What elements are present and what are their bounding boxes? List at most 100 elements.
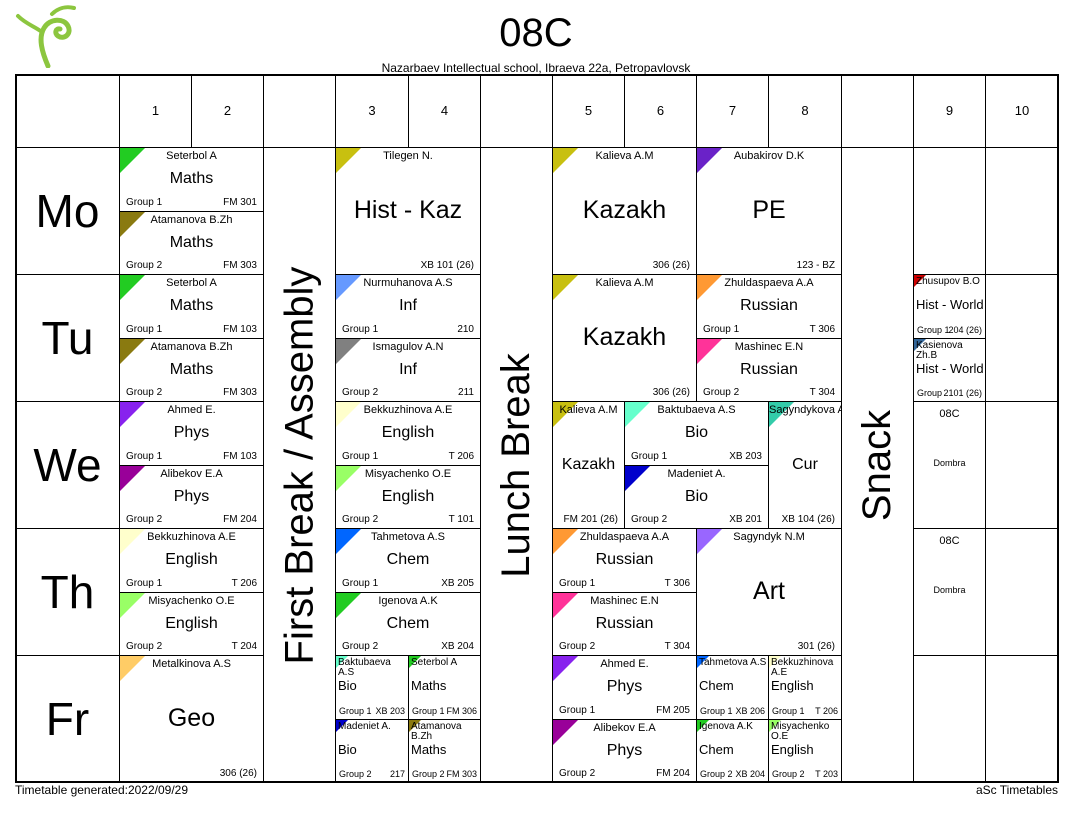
subject-name: English [165,614,218,632]
group-label: Group 2 [126,260,163,271]
room-label: T 204 [231,641,257,652]
group-label: Group 2 [703,387,740,398]
subject-name: Maths [169,297,214,314]
teacher-name: Kalieva A.M [595,150,654,162]
empty-slot [985,655,1059,783]
lesson-card: Bekkuzhinova A.E English Group 1 T 206 [119,528,264,593]
lesson-card: Bekkuzhinova A.E English Group 1 T 206 [335,401,481,466]
subject-name: Russian [740,297,798,314]
teacher-name: Metalkinova A.S [152,658,231,670]
teacher-name: Seterbol A [166,150,217,162]
lesson-card: 08C Dombra [913,528,986,656]
teacher-name: Mashinec E.N [734,341,804,353]
subject-name: Bio [338,742,357,757]
lesson-card: Ahmed E. Phys Group 1 FM 103 [119,401,264,466]
period-number: 5 [584,103,593,118]
group-label: Group 1 [126,451,163,462]
lesson-card: Tahmetova A.S Chem Group 1 XB 206 [696,655,769,720]
subject-name: Maths [411,678,447,693]
break-label: First Break / Assembly [277,266,321,664]
group-label: Group 1 [342,578,379,589]
group-label: Group 1 [342,324,379,335]
group-label: Group 2 [631,514,668,525]
room-label: 2101 (26) [943,388,982,398]
teacher-name: Sagyndykova A. [769,404,842,416]
subject-color-marker [553,593,578,618]
subject-name: Maths [169,170,214,187]
teacher-name: Alibekov E.A [160,468,223,480]
subject-color-marker [553,656,578,681]
empty-slot [985,274,1059,402]
teacher-name: Mashinec E.N [590,595,659,607]
subject-name: Geo [167,703,216,732]
room-label: FM 306 [446,706,477,716]
break-column: First Break / Assembly [263,147,336,783]
teacher-name: Zhuldaspaeva A.A [724,277,814,289]
teacher-name: Baktubaeva A.S [338,657,391,678]
room-label: FM 301 [223,197,257,208]
group-label: Group 2 [342,514,379,525]
room-label: FM 204 [223,514,257,525]
lesson-card: Misyachenko O.E English Group 2 T 203 [768,719,842,783]
subject-name: English [381,424,435,441]
day-label: Th [15,528,120,656]
subject-name: Chem [699,742,734,757]
teacher-name: Bekkuzhinova A.E [363,404,453,416]
teacher-name: Misyachenko O.E [148,595,235,607]
subject-color-marker [336,656,348,668]
break-header [480,74,553,148]
break-label: Lunch Break [494,352,538,578]
subject-color-marker [409,656,421,668]
teacher-name: Zhuldaspaeva A.A [579,531,670,543]
day-label: Fr [15,655,120,783]
lesson-card: Tilegen N. Hist - Kaz XB 101 (26) [335,147,481,275]
teacher-name: Misyachenko O.E [364,468,452,480]
subject-color-marker [120,212,145,237]
lesson-card: Sagyndyk N.M Art 301 (26) [696,528,842,656]
room-label: T 101 [448,514,474,525]
lesson-card: Seterbol A Maths Group 1 FM 301 [119,147,264,212]
room-label: FM 204 [656,768,690,779]
subject-name: Bio [684,487,709,505]
teacher-name: Madeniet A. [667,468,726,480]
subject-color-marker [553,720,578,745]
period-header: 1 [119,74,192,148]
teacher-name: Tahmetova A.S [371,531,445,543]
period-number: 8 [801,103,809,118]
lesson-card: Kalieva A.M Kazakh 306 (26) [552,274,697,402]
school-logo-icon [16,5,76,68]
page-title: 08C [499,11,573,55]
subject-name: Phys [606,741,643,759]
generated-date: Timetable generated:2022/09/29 [15,783,189,797]
subject-name: Kazakh [582,195,667,224]
lesson-card: Sagyndykova A. Cur XB 104 (26) [768,401,842,529]
empty-slot [913,147,986,275]
group-label: Group 1 [700,706,733,716]
group-label: Group 2 [559,768,596,779]
lesson-card: Nurmuhanova A.S Inf Group 1 210 [335,274,481,339]
subject-name: Kazakh [582,322,667,351]
subject-color-marker [697,720,709,732]
room-label: 210 [457,324,474,335]
group-label: Group 2 [559,641,596,652]
day-name: We [33,439,102,491]
subject-color-marker [769,656,781,668]
lesson-card: Kasienova Zh.B Hist - World Group 2101 (26) [913,338,986,402]
room-label: XB 206 [735,706,765,716]
lesson-card: Atamanova B.Zh Maths Group 2 FM 303 [119,338,264,402]
teacher-name: Igenova A.K [699,721,753,732]
room-label: T 306 [809,324,835,335]
group-label: Group 2 [126,514,163,525]
lesson-card: 08C Dombra [913,401,986,529]
break-column: Lunch Break [480,147,553,783]
teacher-name: Ahmed E. [600,658,649,670]
subject-color-marker [914,339,926,351]
lesson-card: Tahmetova A.S Chem Group 1 XB 205 [335,528,481,593]
subject-name: Maths [169,233,214,251]
teacher-name: Seterbol A [411,657,458,668]
subject-name: PE [752,195,786,224]
subject-color-marker [120,148,145,173]
lesson-card: Seterbol A Maths Group 1 FM 306 [408,655,481,720]
